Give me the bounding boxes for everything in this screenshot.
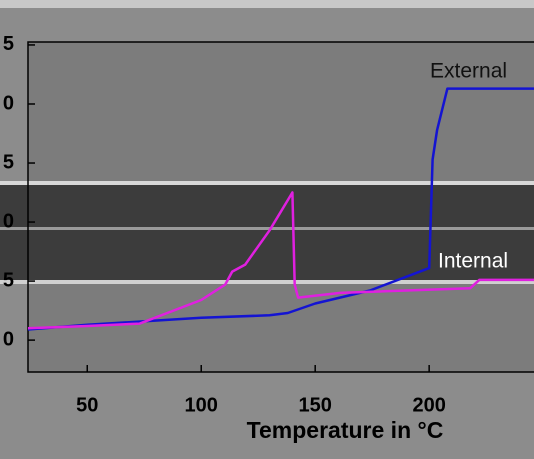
series-line (27, 191, 534, 330)
x-tick-label: 200 (412, 394, 445, 416)
y-tick-label: 0 (3, 210, 14, 232)
y-tick-label: 0 (3, 92, 14, 114)
series-label: Internal (438, 250, 508, 273)
x-tick-label: 100 (185, 394, 218, 416)
plot-frame (27, 41, 534, 373)
x-tick-label: 150 (299, 394, 332, 416)
series-line (27, 87, 534, 331)
series-label: External (430, 60, 507, 83)
background-stripe (0, 0, 534, 8)
band-edge (0, 181, 534, 185)
band-edge (0, 280, 534, 284)
x-tick-label: 50 (76, 394, 98, 416)
band-line (0, 227, 534, 230)
x-axis-title: Temperature in °C (247, 417, 444, 443)
y-tick-label: 0 (3, 328, 14, 350)
y-tick-label: 5 (3, 151, 14, 173)
y-tick-label: 5 (3, 269, 14, 291)
y-tick-label: 5 (3, 33, 14, 55)
